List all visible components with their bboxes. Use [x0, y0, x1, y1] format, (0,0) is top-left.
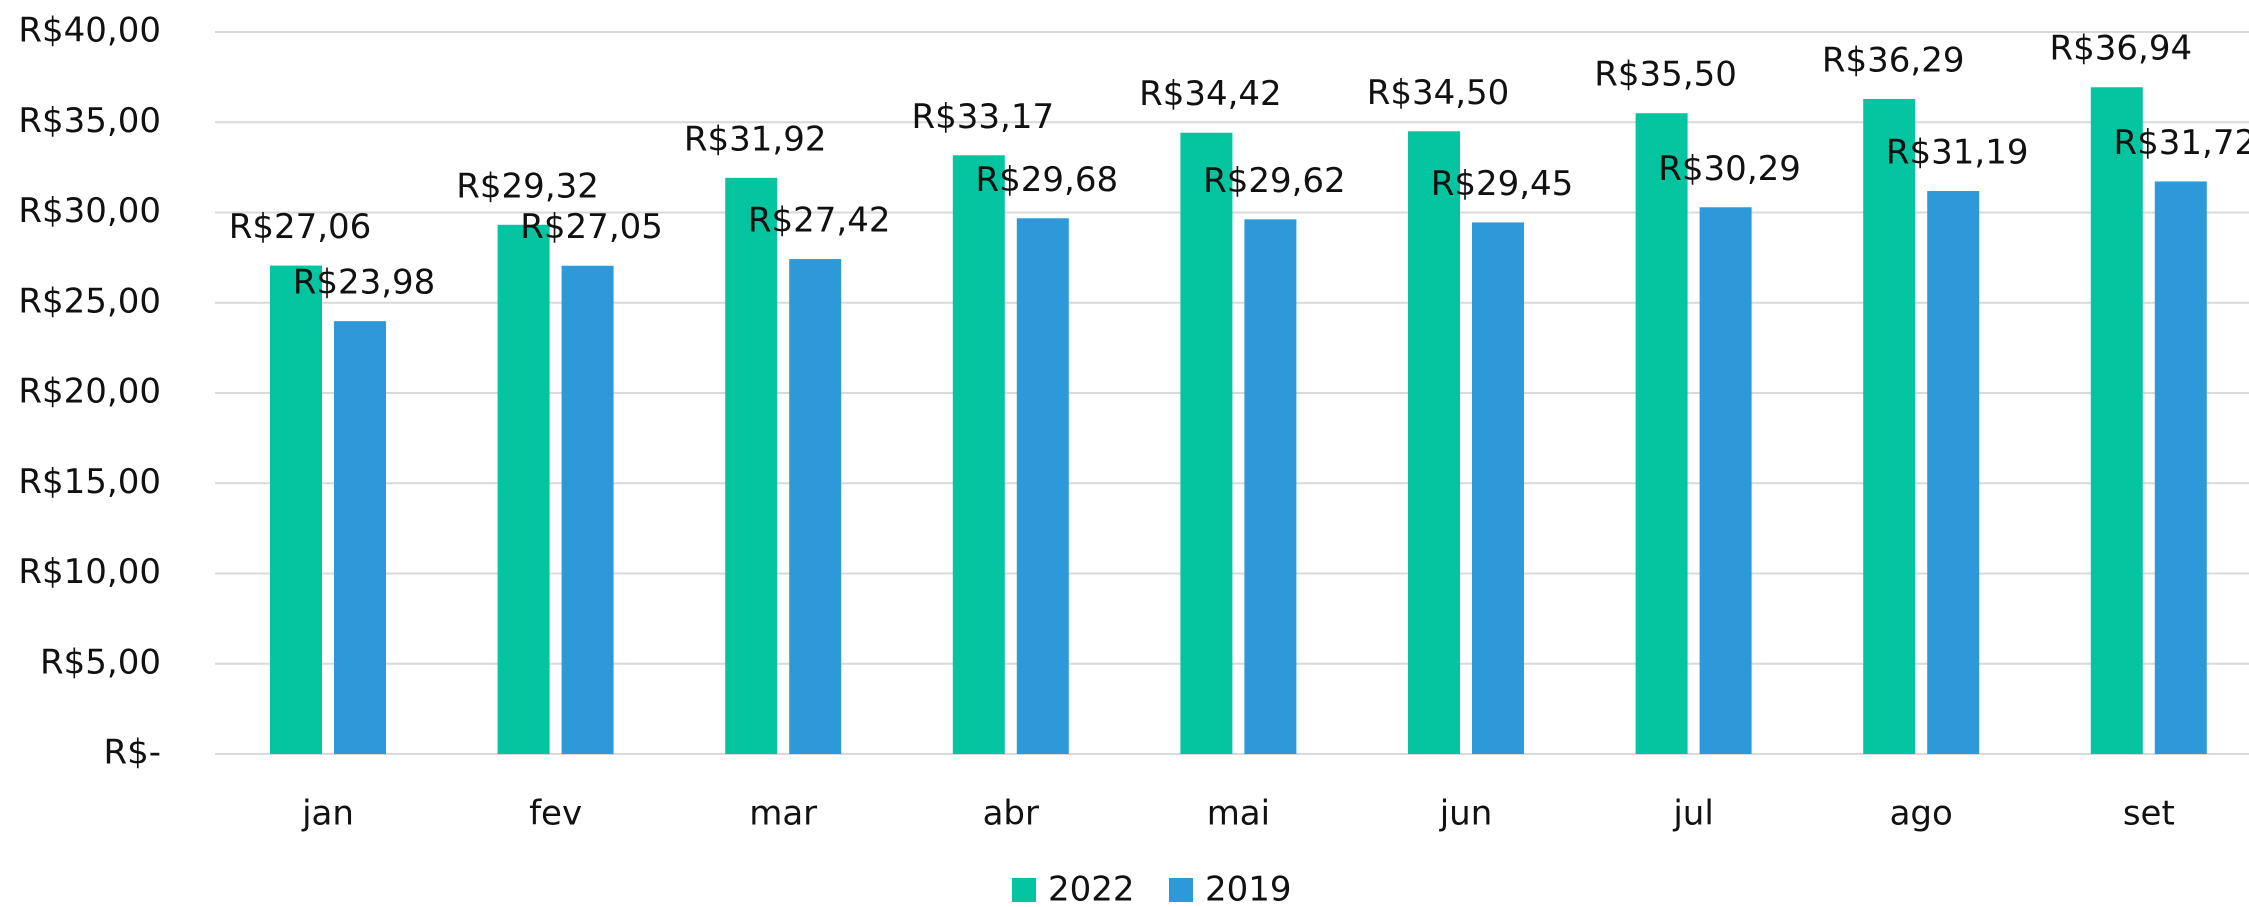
value-label: R$33,17 — [912, 97, 1055, 137]
bar — [1472, 222, 1524, 755]
bar — [561, 265, 614, 754]
value-label: R$27,05 — [520, 207, 663, 247]
bar — [1699, 207, 1752, 754]
y-tick-label: R$40,00 — [18, 11, 161, 51]
y-tick-label: R$15,00 — [18, 462, 161, 502]
value-label: R$36,29 — [1822, 40, 1965, 80]
bar — [1244, 219, 1297, 754]
y-tick-label: R$- — [103, 733, 161, 773]
legend-swatch — [1012, 878, 1036, 902]
x-tick-label: jun — [1439, 794, 1493, 834]
legend-label: 2019 — [1205, 870, 1292, 907]
x-tick-label: abr — [983, 794, 1039, 834]
bar — [952, 155, 1005, 754]
y-tick-label: R$10,00 — [18, 552, 161, 592]
bar — [725, 177, 778, 754]
x-tick-label: ago — [1890, 794, 1953, 834]
value-label: R$29,68 — [976, 160, 1119, 200]
value-label: R$29,32 — [456, 166, 599, 206]
y-tick-label: R$30,00 — [18, 191, 161, 231]
x-tick-label: set — [2123, 794, 2175, 834]
x-tick-label: jan — [301, 794, 354, 834]
bar — [1408, 131, 1460, 754]
bar — [1927, 191, 1980, 754]
x-tick-label: mar — [749, 794, 817, 834]
bar — [1863, 98, 1916, 754]
value-label: R$23,98 — [293, 263, 436, 303]
value-label: R$36,94 — [2050, 29, 2193, 69]
bar — [497, 224, 550, 755]
value-label: R$27,06 — [229, 207, 372, 247]
value-label: R$29,45 — [1431, 164, 1574, 204]
bar — [1635, 113, 1688, 755]
x-tick-label: jul — [1672, 794, 1713, 834]
bar — [1180, 132, 1233, 754]
value-label: R$35,50 — [1594, 55, 1737, 95]
value-label: R$34,42 — [1139, 74, 1282, 114]
x-tick-label: fev — [529, 794, 582, 834]
legend-label: 2022 — [1048, 870, 1135, 907]
y-tick-label: R$5,00 — [40, 642, 161, 682]
bar — [789, 259, 842, 754]
bar — [270, 265, 322, 754]
value-label: R$31,72 — [2114, 123, 2249, 163]
x-tick-label: mai — [1207, 794, 1270, 834]
y-tick-label: R$20,00 — [18, 372, 161, 412]
bar — [334, 321, 386, 754]
y-tick-label: R$25,00 — [18, 281, 161, 321]
y-tick-label: R$35,00 — [18, 101, 161, 141]
bar — [1016, 218, 1069, 754]
value-label: R$31,92 — [684, 119, 827, 159]
value-label: R$29,62 — [1203, 161, 1346, 201]
value-label: R$31,19 — [1886, 133, 2029, 173]
value-label: R$30,29 — [1658, 149, 1801, 189]
value-label: R$27,42 — [748, 201, 891, 241]
bar — [2154, 181, 2207, 755]
legend-swatch — [1169, 878, 1193, 902]
value-label: R$34,50 — [1367, 73, 1510, 113]
bar — [2090, 87, 2143, 754]
